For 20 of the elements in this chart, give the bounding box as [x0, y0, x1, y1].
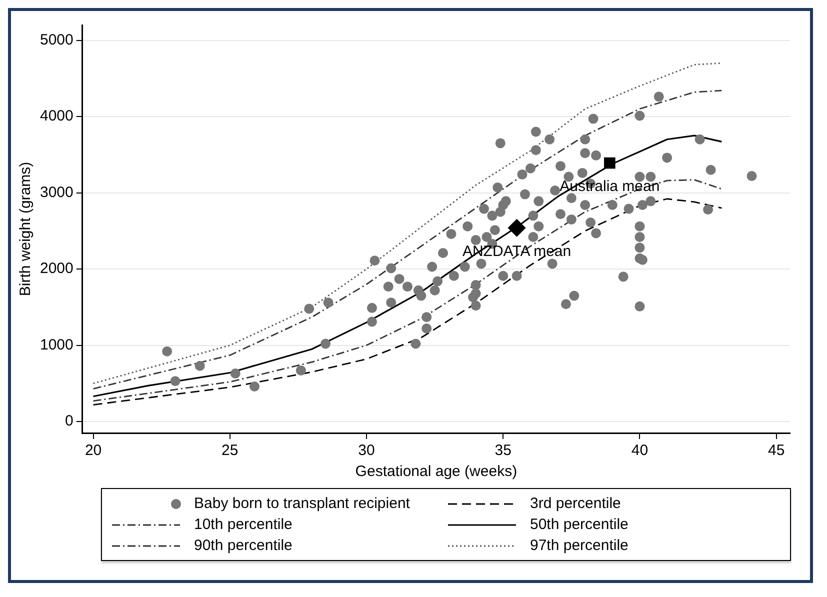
x-tick-label: 20: [84, 442, 102, 460]
y-tick-label: 5000: [40, 31, 74, 48]
y-tick-label: 3000: [40, 184, 74, 201]
legend-label: 10th percentile: [194, 516, 292, 533]
x-tick-label: 30: [358, 442, 375, 460]
x-tick-label: 40: [631, 442, 648, 460]
y-axis-title: Birth weight (grams): [17, 162, 34, 296]
y-tick-label: 4000: [40, 108, 74, 125]
x-axis-title: Gestational age (weeks): [355, 463, 518, 480]
y-tick-label: 0: [65, 412, 74, 430]
legend-label: 3rd percentile: [530, 495, 621, 512]
y-tick-label: 1000: [40, 336, 74, 354]
x-tick-label: 25: [222, 442, 238, 460]
legend-label: Baby born to transplant recipient: [194, 495, 410, 512]
x-tick-label: 35: [494, 442, 512, 460]
y-tick-label: 2000: [40, 260, 74, 278]
legend-label: 97th percentile: [530, 537, 628, 554]
x-tick-label: 45: [768, 442, 785, 460]
legend-label: 50th percentile: [530, 516, 628, 533]
legend-label: 90th percentile: [194, 537, 292, 554]
